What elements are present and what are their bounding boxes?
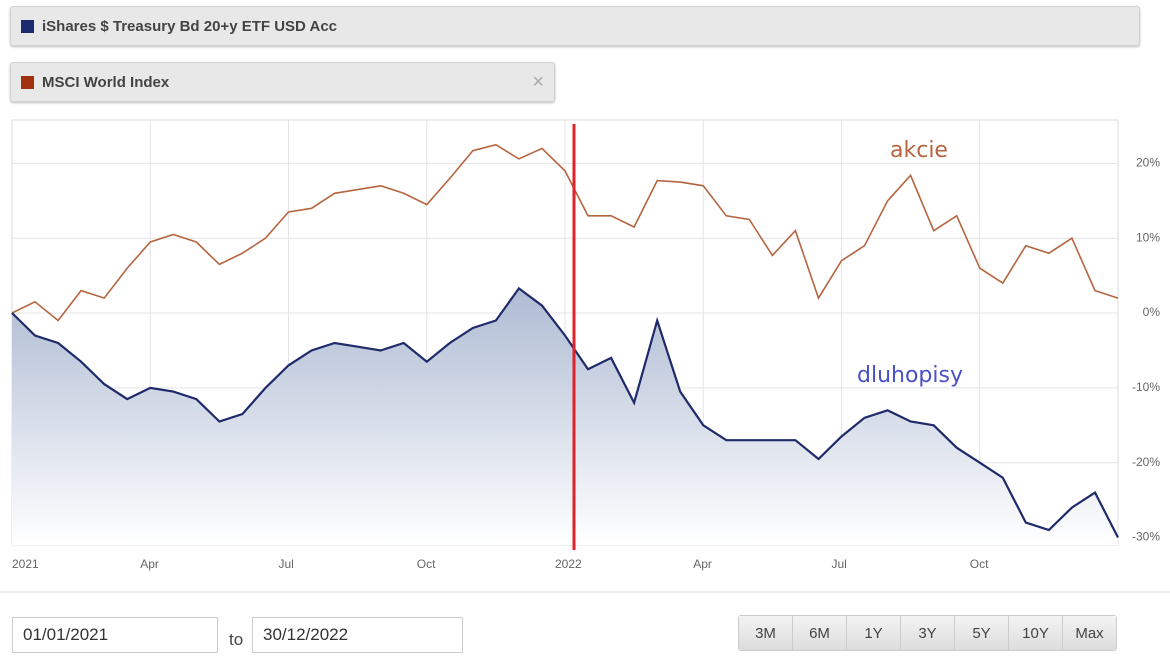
area bbox=[12, 288, 1118, 545]
range-button[interactable]: 5Y bbox=[954, 616, 1008, 650]
legend-swatch bbox=[21, 75, 34, 89]
chart: 20% 10% 0% -10% -20% -30% 2021 Apr Jul Oct 2022 Apr… bbox=[0, 119, 1170, 593]
x-tick-label: Oct bbox=[970, 557, 989, 571]
y-tick-label: 0% bbox=[1143, 305, 1161, 319]
annotation: akcie bbox=[890, 138, 948, 163]
y-tick-label: -30% bbox=[1132, 530, 1160, 544]
close-button[interactable]: × bbox=[532, 70, 544, 93]
x-tick-label: Oct bbox=[417, 557, 436, 571]
x-tick-label: Jul bbox=[832, 557, 847, 571]
date-input[interactable]: 01/01/2021 bbox=[12, 617, 218, 653]
range-button[interactable]: 3Y bbox=[900, 616, 954, 650]
y-tick-label: 10% bbox=[1136, 230, 1160, 244]
y-tick-label: -20% bbox=[1132, 455, 1160, 469]
annotation: dluhopisy bbox=[857, 363, 963, 388]
x-tick-label: 2021 bbox=[12, 557, 39, 571]
range-button[interactable]: 10Y bbox=[1008, 616, 1062, 650]
x-tick-label: Jul bbox=[279, 557, 294, 571]
date-input[interactable]: 30/12/2022 bbox=[252, 617, 463, 653]
x-tick-label: 2022 bbox=[555, 557, 582, 571]
y-tick-label: -10% bbox=[1132, 380, 1160, 394]
legend-label: iShares $ Treasury Bd 20+y ETF USD Acc bbox=[42, 17, 337, 35]
range-button[interactable]: 3M bbox=[739, 616, 792, 650]
legend-item[interactable]: MSCI World Index × bbox=[10, 62, 555, 102]
range-buttons: 3M 6M 1Y 3Y 5Y 10Y Max bbox=[738, 615, 1117, 651]
range-button[interactable]: 6M bbox=[792, 616, 846, 650]
line bbox=[11, 143, 1119, 322]
x-tick-label: Apr bbox=[693, 557, 712, 571]
y-tick-label: 20% bbox=[1136, 156, 1160, 170]
x-tick-label: Apr bbox=[140, 557, 159, 571]
line bbox=[11, 286, 1119, 539]
legend-item[interactable]: iShares $ Treasury Bd 20+y ETF USD Acc bbox=[10, 6, 1140, 46]
range-button[interactable]: 1Y bbox=[846, 616, 900, 650]
range-button[interactable]: Max bbox=[1062, 616, 1116, 650]
to-label: to bbox=[229, 630, 244, 649]
legend-swatch bbox=[21, 19, 34, 33]
legend-label: MSCI World Index bbox=[42, 73, 170, 91]
